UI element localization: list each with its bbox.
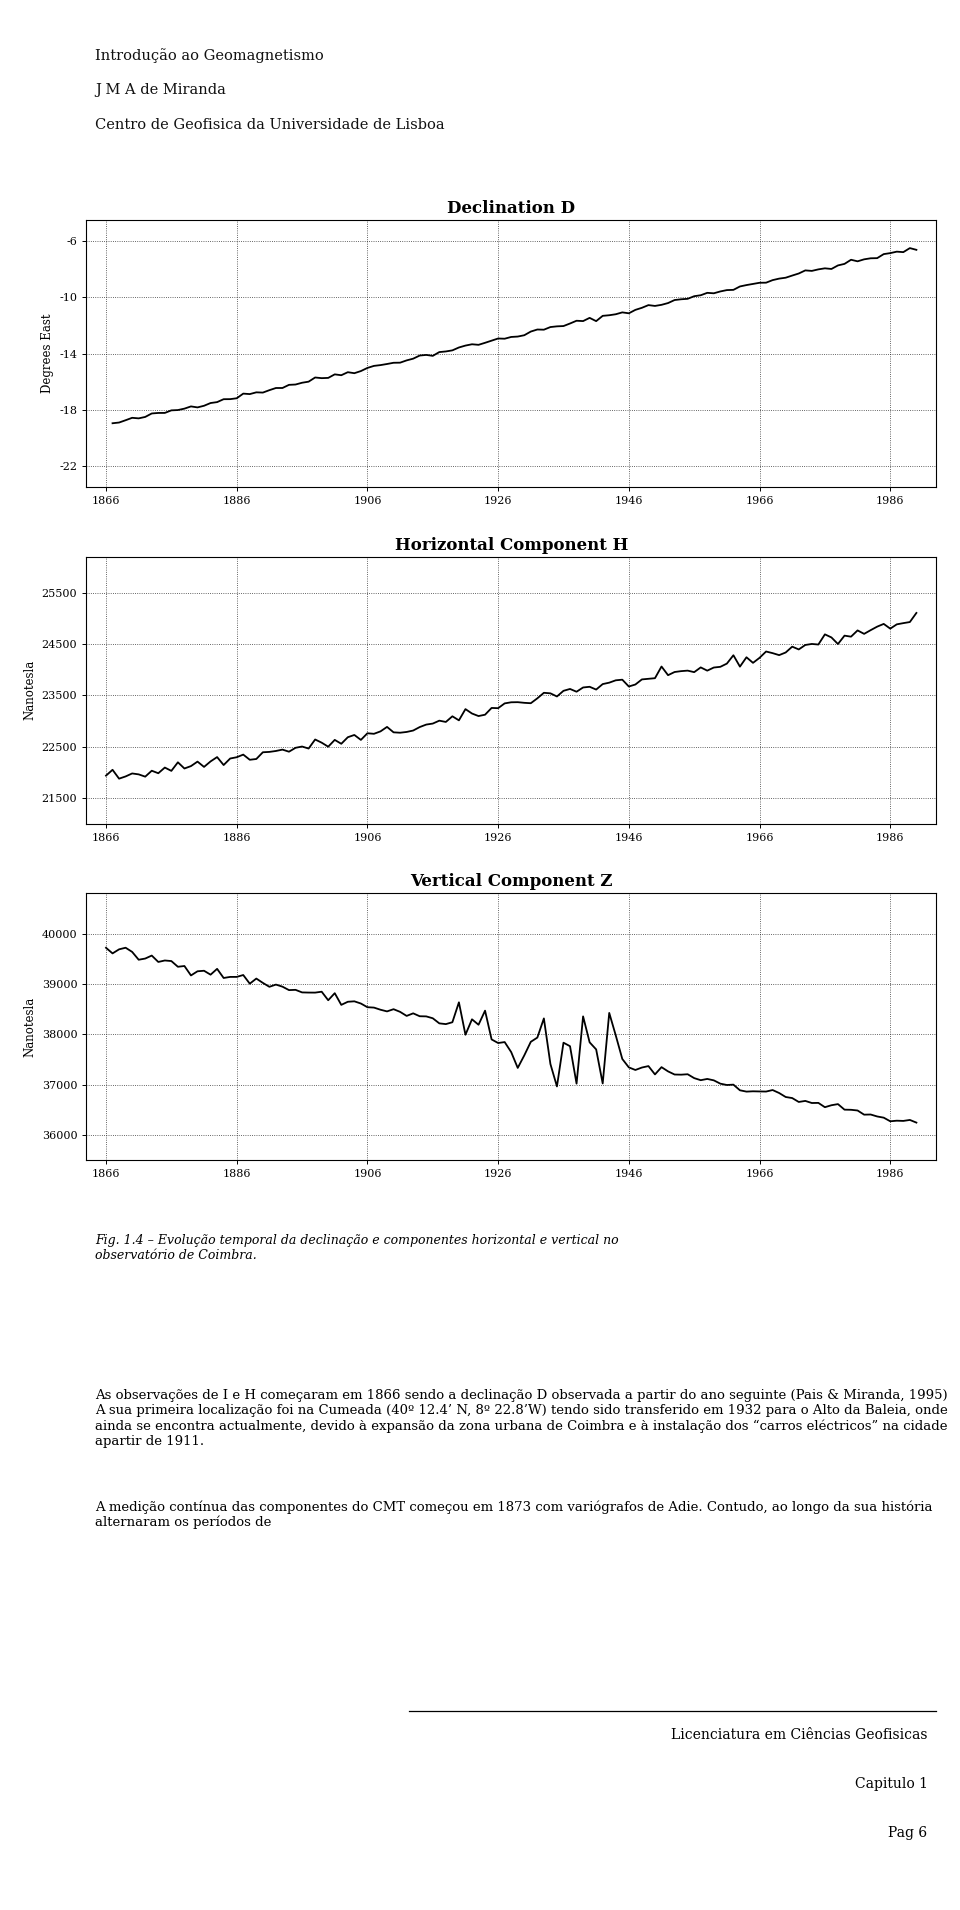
Text: Introdução ao Geomagnetismo: Introdução ao Geomagnetismo [95,48,324,63]
Title: Declination D: Declination D [447,201,575,218]
Text: J M A de Miranda: J M A de Miranda [95,82,226,97]
Text: Fig. 1.4 – Evolução temporal da declinação e componentes horizontal e vertical n: Fig. 1.4 – Evolução temporal da declinaç… [95,1234,618,1263]
Text: Pag 6: Pag 6 [888,1826,927,1839]
Y-axis label: Nanotesla: Nanotesla [23,997,36,1056]
Y-axis label: Nanotesla: Nanotesla [23,661,36,720]
Text: Licenciatura em Ciências Geofisicas: Licenciatura em Ciências Geofisicas [671,1729,927,1742]
Text: A medição contínua das componentes do CMT começou em 1873 com variógrafos de Adi: A medição contínua das componentes do CM… [95,1499,932,1530]
Text: Centro de Geofisica da Universidade de Lisboa: Centro de Geofisica da Universidade de L… [95,118,444,132]
Text: Capitulo 1: Capitulo 1 [854,1776,927,1792]
Title: Horizontal Component H: Horizontal Component H [395,537,628,554]
Y-axis label: Degrees East: Degrees East [41,313,54,393]
Text: As observações de I e H começaram em 1866 sendo a declinação D observada a parti: As observações de I e H começaram em 186… [95,1389,951,1448]
Title: Vertical Component Z: Vertical Component Z [410,873,612,890]
